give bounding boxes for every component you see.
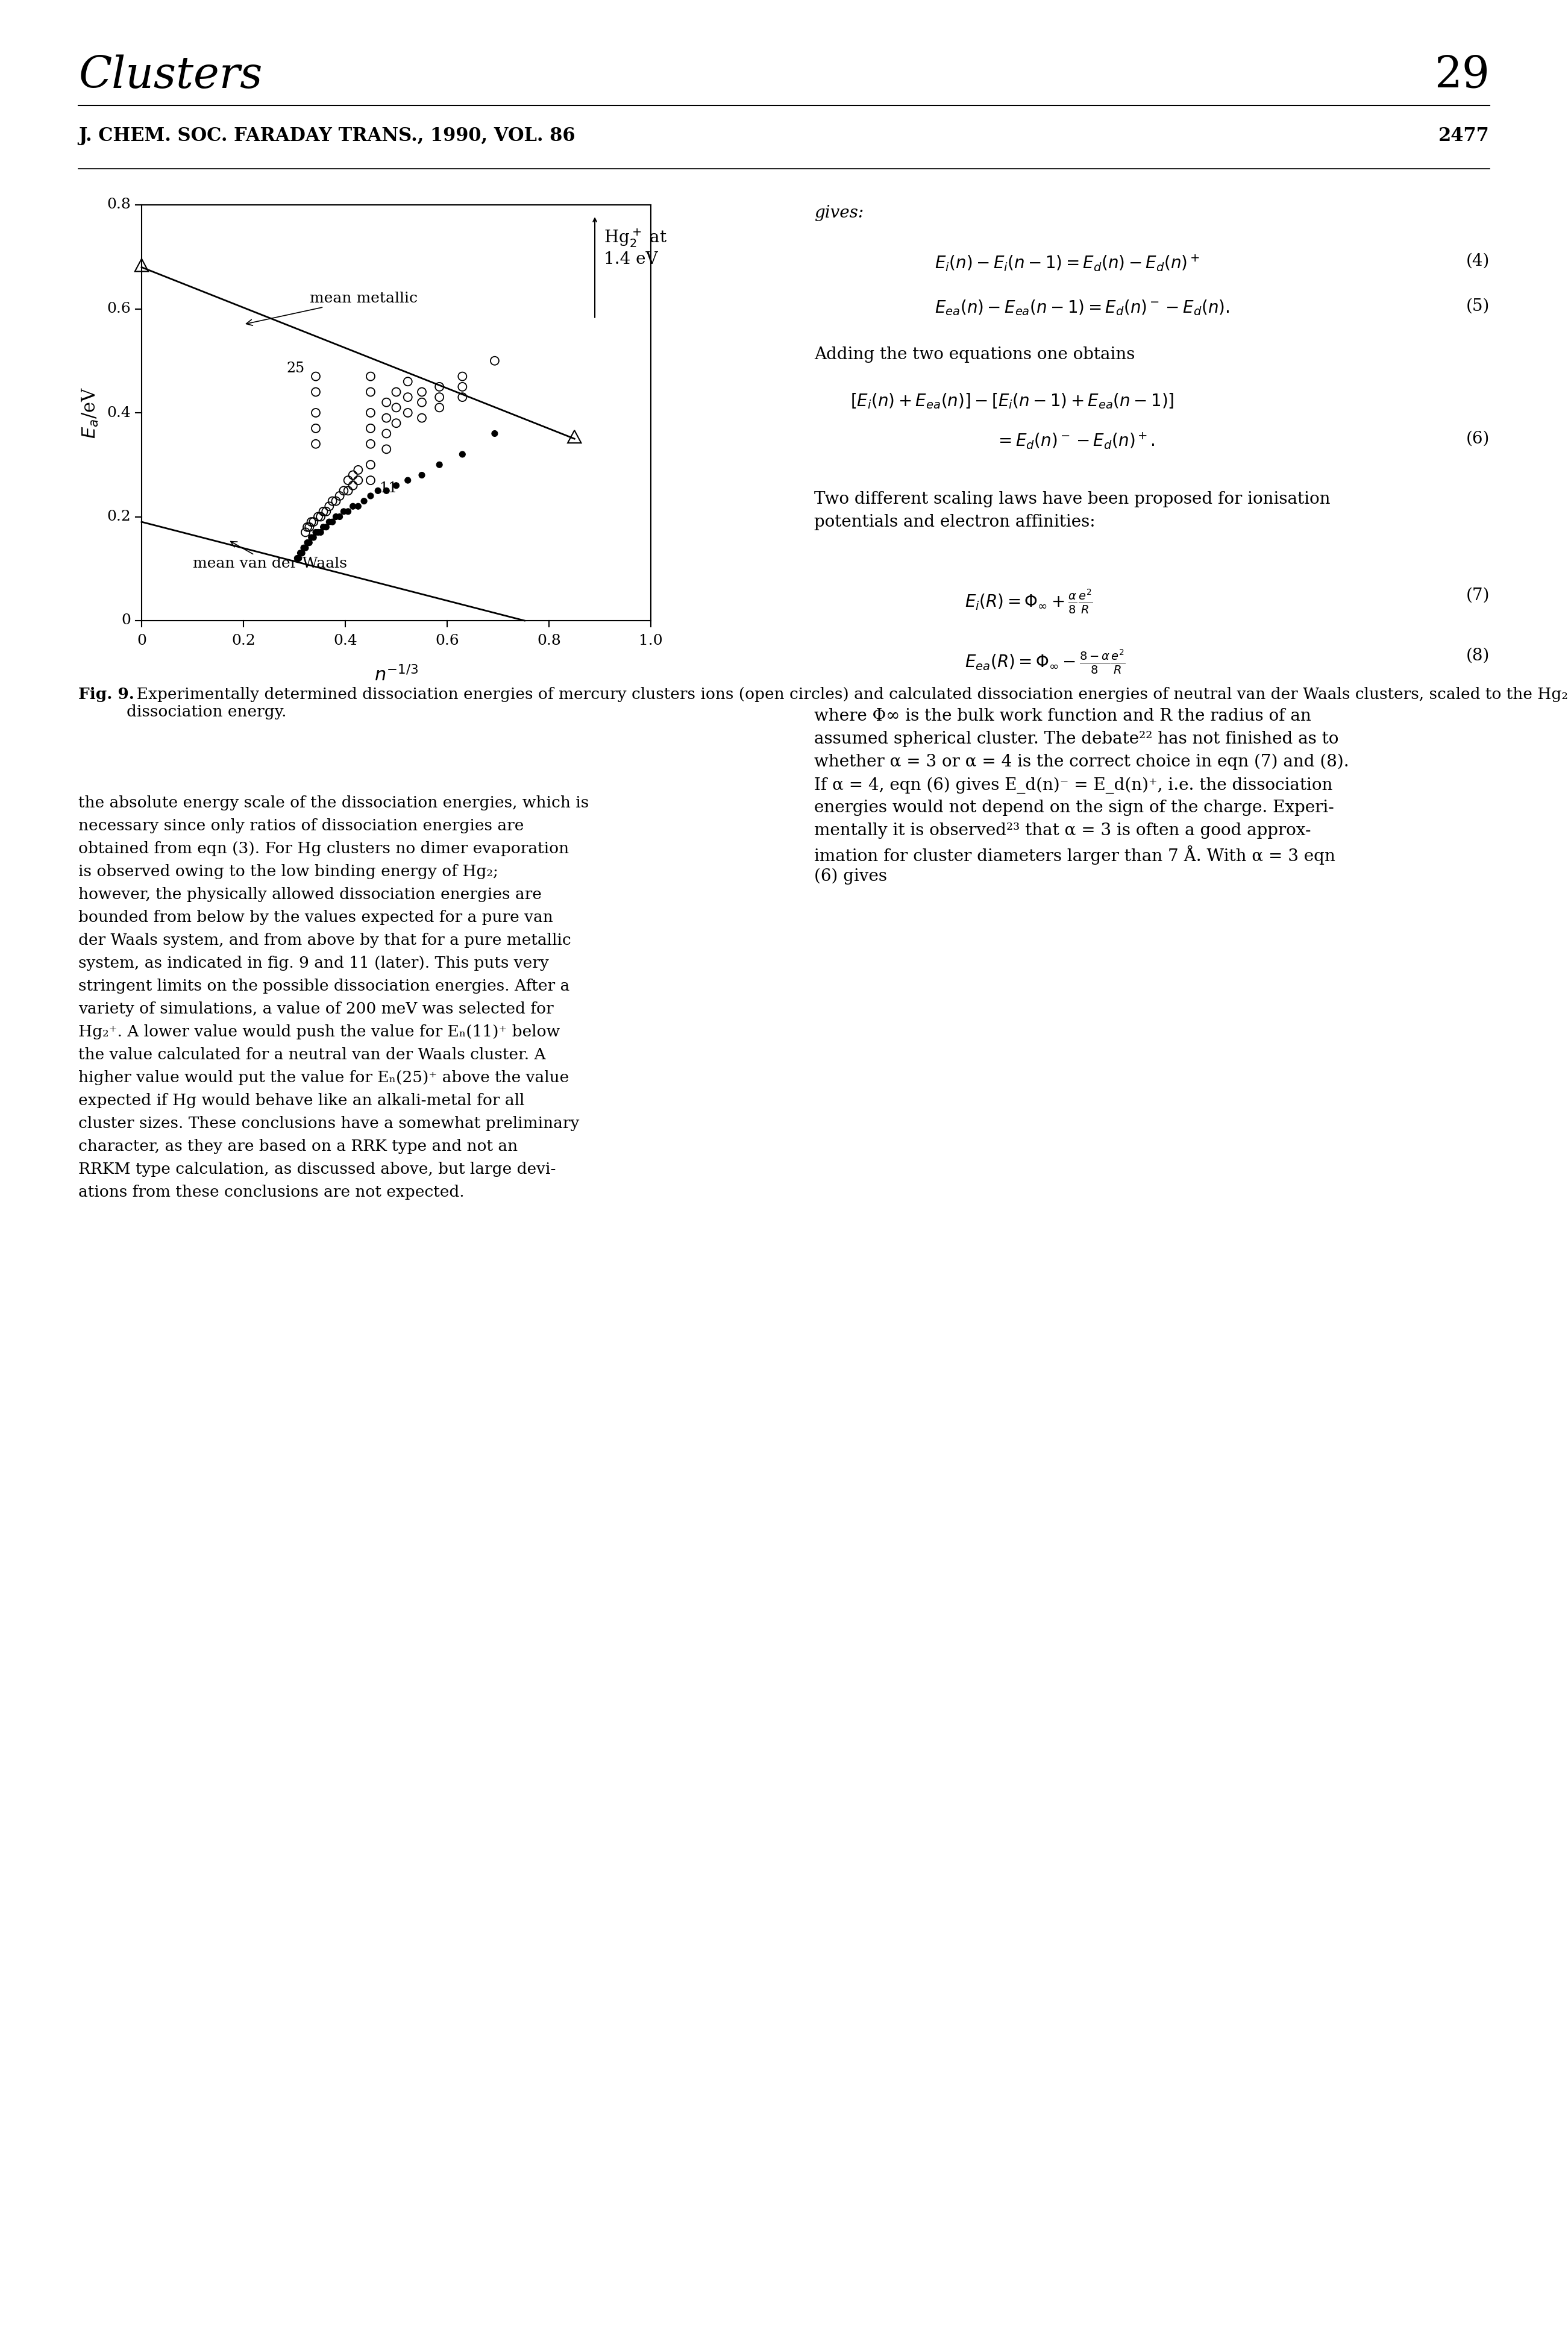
Text: Two different scaling laws have been proposed for ionisation: Two different scaling laws have been pro… <box>814 491 1330 508</box>
Circle shape <box>367 494 373 498</box>
Text: (7): (7) <box>1466 588 1490 604</box>
Text: $n^{-1/3}$: $n^{-1/3}$ <box>375 665 419 686</box>
Text: potentials and electron affinities:: potentials and electron affinities: <box>814 515 1096 531</box>
Circle shape <box>315 529 321 536</box>
Circle shape <box>340 508 347 515</box>
Text: 0.2: 0.2 <box>107 510 130 524</box>
Text: $E_i(n) - E_i(n-1) = E_d(n) - E_d(n)^+$: $E_i(n) - E_i(n-1) = E_d(n) - E_d(n)^+$ <box>935 254 1200 273</box>
Text: 0.4: 0.4 <box>107 407 130 421</box>
Circle shape <box>332 515 339 519</box>
Text: 0.4: 0.4 <box>334 634 358 649</box>
Text: Adding the two equations one obtains: Adding the two equations one obtains <box>814 345 1135 362</box>
Text: 29: 29 <box>1435 54 1490 96</box>
Text: the absolute energy scale of the dissociation energies, which is: the absolute energy scale of the dissoci… <box>78 794 590 811</box>
Text: J. CHEM. SOC. FARADAY TRANS., 1990, VOL. 86: J. CHEM. SOC. FARADAY TRANS., 1990, VOL.… <box>78 127 575 146</box>
Text: cluster sizes. These conclusions have a somewhat preliminary: cluster sizes. These conclusions have a … <box>78 1116 579 1130</box>
Text: character, as they are based on a RRK type and not an: character, as they are based on a RRK ty… <box>78 1140 517 1154</box>
Circle shape <box>350 503 356 510</box>
Text: (4): (4) <box>1466 254 1490 270</box>
Text: is observed owing to the low binding energy of Hg₂;: is observed owing to the low binding ene… <box>78 865 499 879</box>
Text: whether α = 3 or α = 4 is the correct choice in eqn (7) and (8).: whether α = 3 or α = 4 is the correct ch… <box>814 754 1348 771</box>
Circle shape <box>459 451 466 458</box>
Circle shape <box>405 477 411 484</box>
Text: RRKM type calculation, as discussed above, but large devi-: RRKM type calculation, as discussed abov… <box>78 1161 555 1177</box>
Text: Experimentally determined dissociation energies of mercury clusters ions (open c: Experimentally determined dissociation e… <box>127 686 1568 719</box>
Text: (8): (8) <box>1466 649 1490 665</box>
Text: 1.0: 1.0 <box>638 634 663 649</box>
Circle shape <box>337 515 343 519</box>
Circle shape <box>323 524 329 531</box>
Text: gives:: gives: <box>814 204 864 221</box>
Text: der Waals system, and from above by that for a pure metallic: der Waals system, and from above by that… <box>78 933 571 947</box>
Text: stringent limits on the possible dissociation energies. After a: stringent limits on the possible dissoci… <box>78 978 569 994</box>
Text: Hg$_2^+$ at
1.4 eV: Hg$_2^+$ at 1.4 eV <box>604 228 668 268</box>
Text: (6): (6) <box>1466 430 1490 446</box>
Circle shape <box>326 519 332 524</box>
Text: $E_{ea}(R) = \Phi_\infty - \frac{8-\alpha}{8} \frac{e^2}{R}$: $E_{ea}(R) = \Phi_\infty - \frac{8-\alph… <box>964 649 1126 674</box>
Text: 0.6: 0.6 <box>436 634 459 649</box>
Text: Hg₂⁺. A lower value would push the value for Eₙ(11)⁺ below: Hg₂⁺. A lower value would push the value… <box>78 1025 560 1039</box>
Text: however, the physically allowed dissociation energies are: however, the physically allowed dissocia… <box>78 886 541 902</box>
Text: 2477: 2477 <box>1438 127 1490 146</box>
Circle shape <box>345 508 351 515</box>
Text: mean van der Waals: mean van der Waals <box>193 540 347 571</box>
Circle shape <box>361 498 367 505</box>
Text: (5): (5) <box>1466 298 1490 315</box>
Circle shape <box>298 550 303 557</box>
Text: If α = 4, eqn (6) gives E_d(n)⁻ = E_d(n)⁺, i.e. the dissociation: If α = 4, eqn (6) gives E_d(n)⁻ = E_d(n)… <box>814 778 1333 794</box>
Text: 0.6: 0.6 <box>107 301 130 315</box>
Text: necessary since only ratios of dissociation energies are: necessary since only ratios of dissociat… <box>78 818 524 834</box>
Text: 25: 25 <box>287 362 304 376</box>
Circle shape <box>299 550 306 557</box>
Circle shape <box>320 524 326 531</box>
Text: $[E_i(n) + E_{ea}(n)] - [E_i(n-1) + E_{ea}(n-1)]$: $[E_i(n) + E_{ea}(n)] - [E_i(n-1) + E_{e… <box>850 392 1174 411</box>
Text: obtained from eqn (3). For Hg clusters no dimer evaporation: obtained from eqn (3). For Hg clusters n… <box>78 841 569 855</box>
Text: 0.8: 0.8 <box>536 634 561 649</box>
Circle shape <box>394 482 400 489</box>
Text: assumed spherical cluster. The debate²² has not finished as to: assumed spherical cluster. The debate²² … <box>814 731 1339 747</box>
Text: the value calculated for a neutral van der Waals cluster. A: the value calculated for a neutral van d… <box>78 1048 546 1062</box>
Text: variety of simulations, a value of 200 meV was selected for: variety of simulations, a value of 200 m… <box>78 1001 554 1018</box>
Text: bounded from below by the values expected for a pure van: bounded from below by the values expecte… <box>78 909 554 926</box>
Text: $E_{ea}(n) - E_{ea}(n-1) = E_d(n)^- - E_d(n).$: $E_{ea}(n) - E_{ea}(n-1) = E_d(n)^- - E_… <box>935 298 1229 317</box>
Text: higher value would put the value for Eₙ(25)⁺ above the value: higher value would put the value for Eₙ(… <box>78 1069 569 1086</box>
Text: 0.2: 0.2 <box>232 634 256 649</box>
Text: mean metallic: mean metallic <box>246 291 417 327</box>
Circle shape <box>312 529 318 536</box>
Text: system, as indicated in fig. 9 and 11 (later). This puts very: system, as indicated in fig. 9 and 11 (l… <box>78 956 549 971</box>
Circle shape <box>310 533 317 540</box>
Text: (6) gives: (6) gives <box>814 867 887 886</box>
Text: expected if Hg would behave like an alkali-metal for all: expected if Hg would behave like an alka… <box>78 1093 525 1109</box>
Circle shape <box>492 430 497 437</box>
Text: where Φ∞ is the bulk work function and R the radius of an: where Φ∞ is the bulk work function and R… <box>814 707 1311 724</box>
Circle shape <box>356 503 361 510</box>
Text: Fig. 9.: Fig. 9. <box>78 686 135 703</box>
Circle shape <box>329 519 336 524</box>
Circle shape <box>296 555 301 562</box>
Circle shape <box>384 489 389 493</box>
Text: imation for cluster diameters larger than 7 Å. With α = 3 eqn: imation for cluster diameters larger tha… <box>814 846 1336 865</box>
Text: 0: 0 <box>121 613 130 627</box>
Circle shape <box>309 533 314 540</box>
Text: 0: 0 <box>136 634 146 649</box>
Text: $E_a$/eV: $E_a$/eV <box>80 388 100 439</box>
Text: Clusters: Clusters <box>78 54 262 96</box>
Circle shape <box>436 461 442 468</box>
Text: 11: 11 <box>379 482 397 496</box>
Circle shape <box>295 555 301 562</box>
Text: mentally it is observed²³ that α = 3 is often a good approx-: mentally it is observed²³ that α = 3 is … <box>814 822 1311 839</box>
Text: energies would not depend on the sign of the charge. Experi-: energies would not depend on the sign of… <box>814 799 1334 815</box>
Text: ations from these conclusions are not expected.: ations from these conclusions are not ex… <box>78 1184 464 1201</box>
Text: 0.8: 0.8 <box>107 197 130 212</box>
Text: $= E_d(n)^- - E_d(n)^+.$: $= E_d(n)^- - E_d(n)^+.$ <box>996 430 1156 451</box>
Circle shape <box>304 540 310 545</box>
Circle shape <box>301 545 307 550</box>
Circle shape <box>306 540 312 545</box>
Circle shape <box>375 489 381 493</box>
Text: $E_i(R) = \Phi_\infty + \frac{\alpha}{8} \frac{e^2}{R}$: $E_i(R) = \Phi_\infty + \frac{\alpha}{8}… <box>964 588 1093 616</box>
Circle shape <box>419 472 425 477</box>
Circle shape <box>318 529 323 536</box>
Circle shape <box>303 545 309 550</box>
